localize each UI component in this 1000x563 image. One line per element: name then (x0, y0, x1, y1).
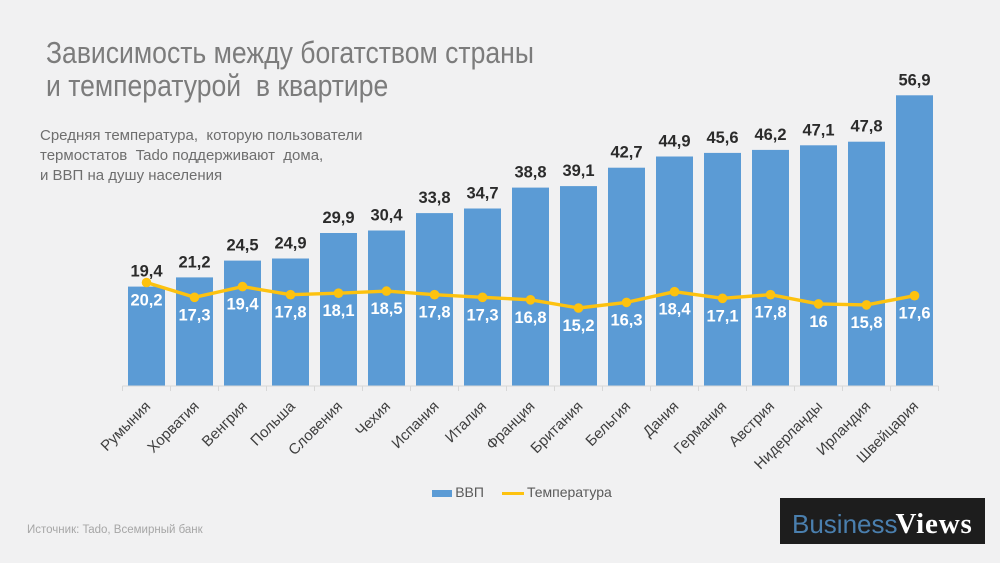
svg-text:34,7: 34,7 (466, 185, 498, 203)
svg-text:17,3: 17,3 (466, 306, 498, 324)
svg-text:21,2: 21,2 (178, 253, 210, 271)
svg-text:15,8: 15,8 (850, 314, 882, 332)
svg-text:16: 16 (809, 313, 827, 331)
svg-text:44,9: 44,9 (658, 133, 690, 151)
svg-text:17,1: 17,1 (706, 307, 738, 325)
svg-text:56,9: 56,9 (898, 71, 930, 89)
svg-text:18,5: 18,5 (370, 300, 402, 318)
svg-text:42,7: 42,7 (610, 144, 642, 162)
svg-text:16,3: 16,3 (610, 311, 642, 329)
svg-text:20,2: 20,2 (130, 292, 162, 310)
svg-text:19,4: 19,4 (226, 296, 259, 314)
svg-text:45,6: 45,6 (706, 129, 738, 147)
svg-text:24,9: 24,9 (274, 235, 306, 253)
svg-text:46,2: 46,2 (754, 126, 786, 144)
svg-text:18,4: 18,4 (658, 301, 691, 319)
svg-text:24,5: 24,5 (226, 237, 258, 255)
svg-text:17,6: 17,6 (898, 305, 930, 323)
svg-text:47,1: 47,1 (802, 121, 834, 139)
svg-text:17,8: 17,8 (274, 304, 306, 322)
svg-text:19,4: 19,4 (130, 263, 163, 281)
svg-text:47,8: 47,8 (850, 118, 882, 136)
svg-text:17,8: 17,8 (418, 304, 450, 322)
svg-text:29,9: 29,9 (322, 209, 354, 227)
svg-text:17,8: 17,8 (754, 304, 786, 322)
svg-text:33,8: 33,8 (418, 189, 450, 207)
svg-text:38,8: 38,8 (514, 164, 546, 182)
svg-text:17,3: 17,3 (178, 306, 210, 324)
svg-text:16,8: 16,8 (514, 309, 546, 327)
svg-text:15,2: 15,2 (562, 317, 594, 335)
svg-text:39,1: 39,1 (562, 162, 594, 180)
svg-text:18,1: 18,1 (322, 302, 354, 320)
svg-text:30,4: 30,4 (370, 207, 403, 225)
